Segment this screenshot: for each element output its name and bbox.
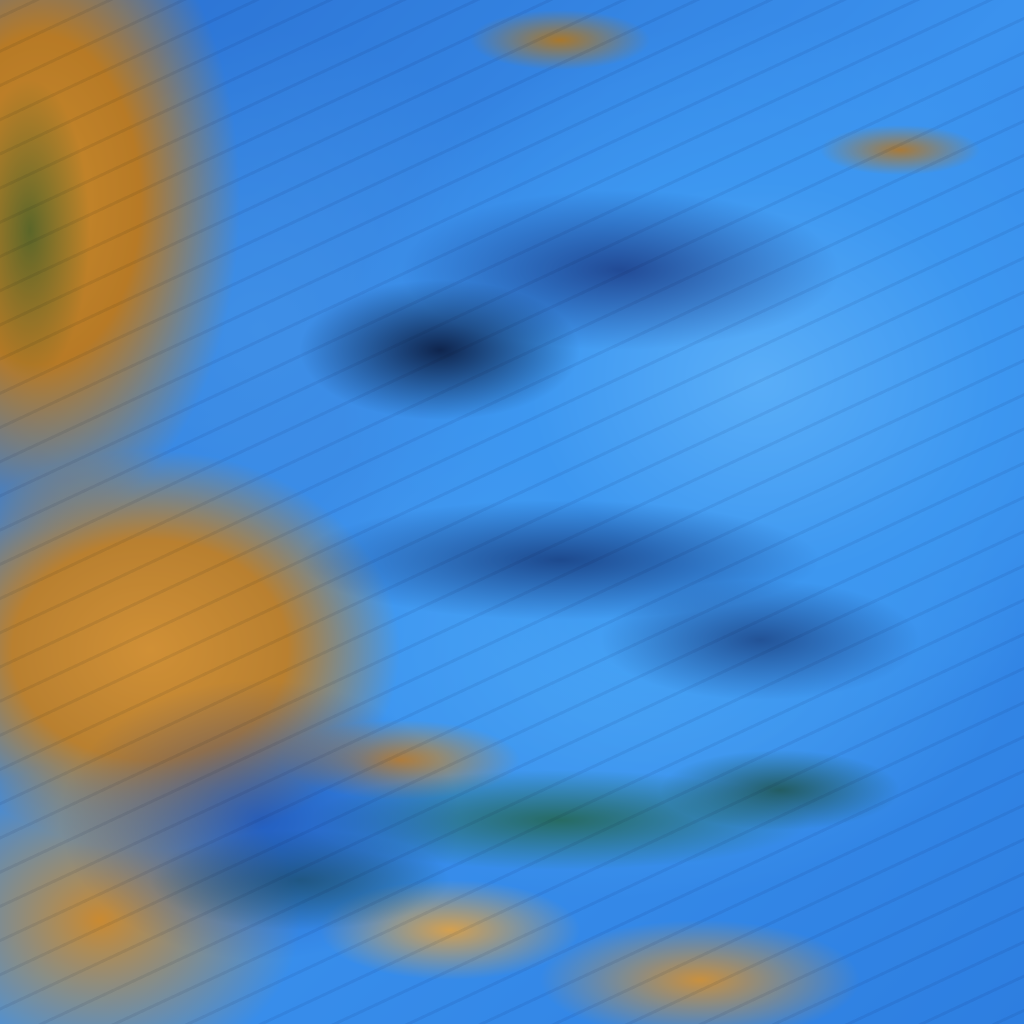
cloud-streak-texture	[0, 0, 1024, 1024]
cloud-shadow-layer	[0, 0, 1024, 1024]
satellite-image	[0, 0, 1024, 1024]
